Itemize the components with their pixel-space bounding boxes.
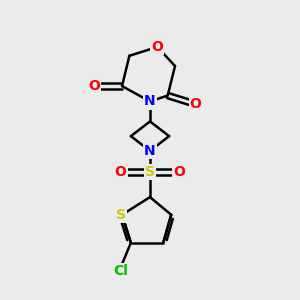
Text: S: S [145,165,155,179]
Text: O: O [190,97,202,111]
Text: S: S [116,208,126,222]
Text: O: O [115,165,127,179]
Text: Cl: Cl [113,264,128,278]
Text: N: N [144,94,156,108]
Text: O: O [152,40,163,54]
Text: N: N [144,144,156,158]
Text: O: O [173,165,185,179]
Text: O: O [88,79,100,93]
